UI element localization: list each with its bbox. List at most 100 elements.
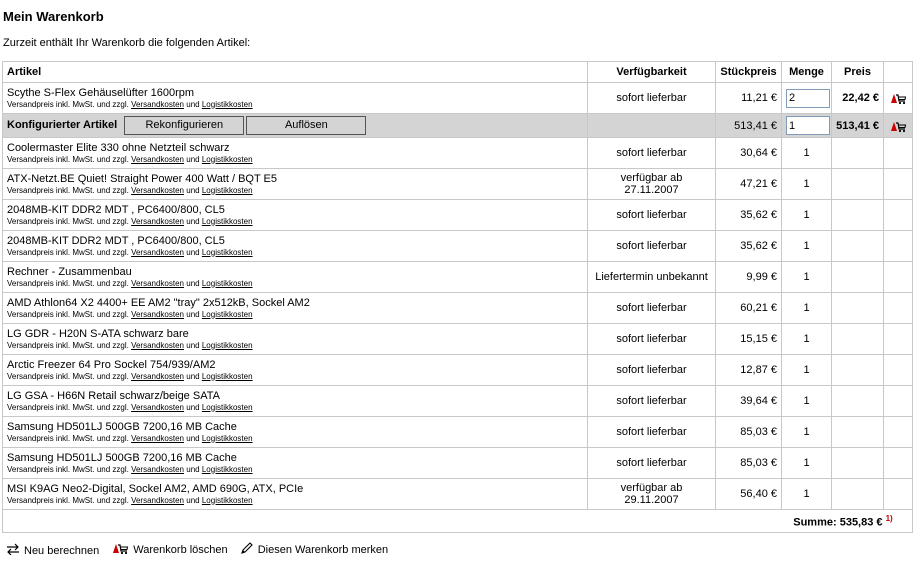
table-row: Samsung HD501LJ 500GB 7200,16 MB Cache Ve… [2,416,913,448]
configured-quantity-cell [781,113,832,138]
price-note: Versandpreis inkl. MwSt. und zzgl. Versa… [7,100,583,110]
cart-delete-icon [111,541,133,558]
logistics-costs-link[interactable]: Logistikkosten [201,495,253,505]
quantity: 1 [781,199,832,231]
availability: sofort lieferbar [587,416,716,448]
unit-price: 30,64 € [715,137,782,169]
product-cell: 2048MB-KIT DDR2 MDT , PC6400/800, CL5 Ver… [2,199,588,231]
logistics-costs-link[interactable]: Logistikkosten [201,371,253,381]
table-header-row: Artikel Verfügbarkeit Stückpreis Menge P… [2,61,913,83]
availability: sofort lieferbar [587,385,716,417]
recalculate-icon [6,543,24,558]
shipping-costs-link[interactable]: Versandkosten [131,464,185,474]
action-empty [883,292,913,324]
price-note-prefix: Versandpreis inkl. MwSt. und zzgl. [7,340,129,350]
price-note: Versandpreis inkl. MwSt. und zzgl. Versa… [7,372,583,382]
table-row: LG GSA - H66N Retail schwarz/beige SATA V… [2,385,913,417]
price-note-and: und [186,185,200,195]
shipping-costs-link[interactable]: Versandkosten [131,309,185,319]
price-note-prefix: Versandpreis inkl. MwSt. und zzgl. [7,464,129,474]
logistics-costs-link[interactable]: Logistikkosten [201,340,253,350]
logistics-costs-link[interactable]: Logistikkosten [201,216,253,226]
price-note-prefix: Versandpreis inkl. MwSt. und zzgl. [7,247,129,257]
shipping-costs-link[interactable]: Versandkosten [131,433,185,443]
shipping-costs-link[interactable]: Versandkosten [131,216,185,226]
price-note: Versandpreis inkl. MwSt. und zzgl. Versa… [7,496,583,506]
product-cell: LG GDR - H20N S-ATA schwarz bare Versandp… [2,323,588,355]
quantity-input[interactable] [786,88,830,108]
shipping-costs-link[interactable]: Versandkosten [131,99,185,109]
logistics-costs-link[interactable]: Logistikkosten [201,247,253,257]
shipping-costs-link[interactable]: Versandkosten [131,154,185,164]
shipping-costs-link[interactable]: Versandkosten [131,495,185,505]
product-name: LG GSA - H66N Retail schwarz/beige SATA [7,389,220,402]
price-note-and: und [186,247,200,257]
reconfigure-button[interactable]: Rekonfigurieren [124,116,245,135]
quantity: 1 [781,292,832,324]
logistics-costs-link[interactable]: Logistikkosten [201,309,253,319]
product-cell: Coolermaster Elite 330 ohne Netzteil sch… [2,137,588,169]
recalculate-label: Neu berechnen [24,544,100,557]
logistics-costs-link[interactable]: Logistikkosten [201,464,253,474]
table-row: ATX-Netzt.BE Quiet! Straight Power 400 W… [2,168,913,200]
price-note-prefix: Versandpreis inkl. MwSt. und zzgl. [7,495,129,505]
logistics-costs-link[interactable]: Logistikkosten [201,185,253,195]
product-cell: LG GSA - H66N Retail schwarz/beige SATA V… [2,385,588,417]
table-row: AMD Athlon64 X2 4400+ EE AM2 "tray" 2x51… [2,292,913,324]
action-empty [883,416,913,448]
price-note: Versandpreis inkl. MwSt. und zzgl. Versa… [7,434,583,444]
price-note-and: und [186,433,200,443]
delete-cart-action[interactable]: Warenkorb löschen [111,541,228,558]
availability: sofort lieferbar [587,230,716,262]
product-cell: 2048MB-KIT DDR2 MDT , PC6400/800, CL5 Ver… [2,230,588,262]
summary-total: Summe: 535,83 € [793,516,883,529]
header-stueckpreis: Stückpreis [715,61,782,83]
logistics-costs-link[interactable]: Logistikkosten [201,402,253,412]
header-artikel: Artikel [2,61,588,83]
availability: sofort lieferbar [587,82,716,114]
quantity: 1 [781,385,832,417]
quantity: 1 [781,261,832,293]
shipping-costs-link[interactable]: Versandkosten [131,185,185,195]
quantity: 1 [781,416,832,448]
unit-price: 11,21 € [715,82,782,114]
dissolve-button[interactable]: Auflösen [246,116,367,135]
shipping-costs-link[interactable]: Versandkosten [131,371,185,381]
delete-cell [883,82,913,114]
line-total-empty [831,230,884,262]
price-note: Versandpreis inkl. MwSt. und zzgl. Versa… [7,403,583,413]
cart-delete-icon[interactable] [884,119,912,133]
logistics-costs-link[interactable]: Logistikkosten [201,99,253,109]
logistics-costs-link[interactable]: Logistikkosten [201,433,253,443]
shipping-costs-link[interactable]: Versandkosten [131,278,185,288]
price-note-and: und [186,309,200,319]
price-note: Versandpreis inkl. MwSt. und zzgl. Versa… [7,155,583,165]
shipping-costs-link[interactable]: Versandkosten [131,402,185,412]
action-empty [883,354,913,386]
availability: sofort lieferbar [587,292,716,324]
configured-article-row: Konfigurierter Artikel Rekonfigurieren A… [2,113,913,138]
action-empty [883,137,913,169]
cart-delete-icon[interactable] [884,91,912,105]
price-note-prefix: Versandpreis inkl. MwSt. und zzgl. [7,402,129,412]
line-total-empty [831,478,884,510]
product-name: Arctic Freezer 64 Pro Sockel 754/939/AM2 [7,358,216,371]
logistics-costs-link[interactable]: Logistikkosten [201,278,253,288]
unit-price: 35,62 € [715,230,782,262]
shipping-costs-link[interactable]: Versandkosten [131,247,185,257]
product-name: Coolermaster Elite 330 ohne Netzteil sch… [7,141,230,154]
unit-price: 47,21 € [715,168,782,200]
remember-cart-action[interactable]: Diesen Warenkorb merken [240,541,388,558]
line-total: 22,42 € [831,82,884,114]
price-note: Versandpreis inkl. MwSt. und zzgl. Versa… [7,279,583,289]
price-note-prefix: Versandpreis inkl. MwSt. und zzgl. [7,433,129,443]
configured-quantity-input[interactable] [786,116,830,135]
price-note-and: und [186,495,200,505]
logistics-costs-link[interactable]: Logistikkosten [201,154,253,164]
line-total-empty [831,416,884,448]
recalculate-action[interactable]: Neu berechnen [6,543,99,558]
price-note: Versandpreis inkl. MwSt. und zzgl. Versa… [7,310,583,320]
shipping-costs-link[interactable]: Versandkosten [131,340,185,350]
price-note: Versandpreis inkl. MwSt. und zzgl. Versa… [7,465,583,475]
